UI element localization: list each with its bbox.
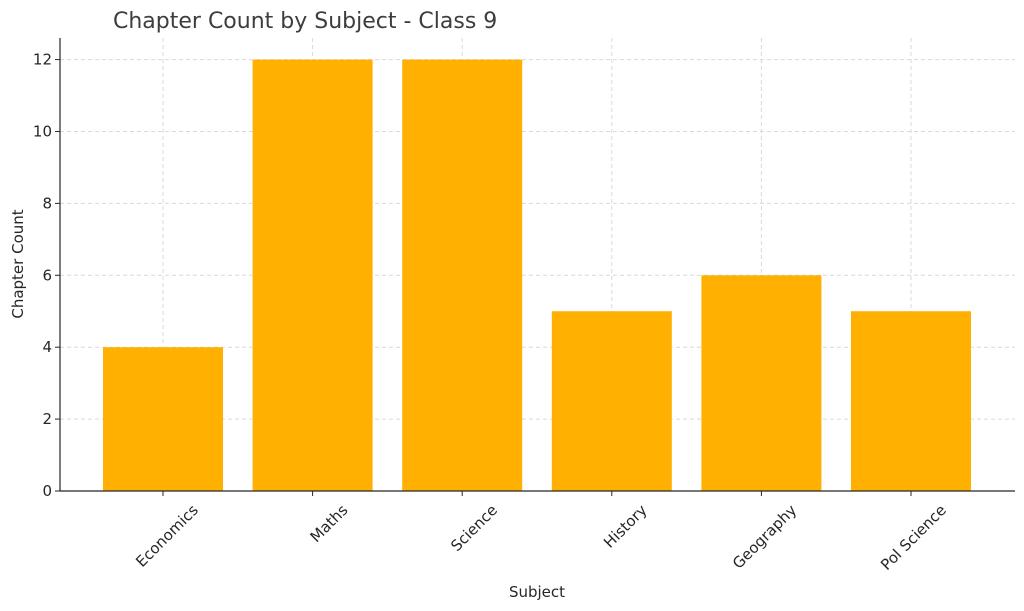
bar-economics [103,347,223,491]
y-axis-ticks: 0 2 4 6 8 10 12 [33,51,60,500]
bars [103,59,971,491]
bar-geography [701,275,822,491]
bar-history [551,311,672,491]
x-tick-label: Pol Science [877,501,950,574]
axes [59,38,1015,492]
y-tick-label: 2 [42,410,52,428]
y-tick-label: 4 [42,338,52,356]
y-axis-label: Chapter Count [9,209,27,318]
x-tick-label: Science [447,501,501,555]
y-tick-label: 8 [42,194,52,212]
x-axis-label: Subject [509,583,565,601]
bar-pol-science [851,311,971,491]
y-tick-label: 12 [33,51,52,69]
x-tick-label: Maths [307,501,352,546]
x-tick-label: Economics [132,501,202,571]
bar-maths [252,59,373,491]
y-tick-label: 0 [42,482,52,500]
chart-title: Chapter Count by Subject - Class 9 [113,9,497,34]
y-tick-label: 6 [42,266,52,284]
x-tick-label: History [600,501,651,552]
y-tick-label: 10 [33,122,52,140]
bar-science [402,59,523,491]
x-axis-ticks: Economics Maths Science History Geography Pol… [132,491,950,574]
x-tick-label: Geography [729,501,800,572]
